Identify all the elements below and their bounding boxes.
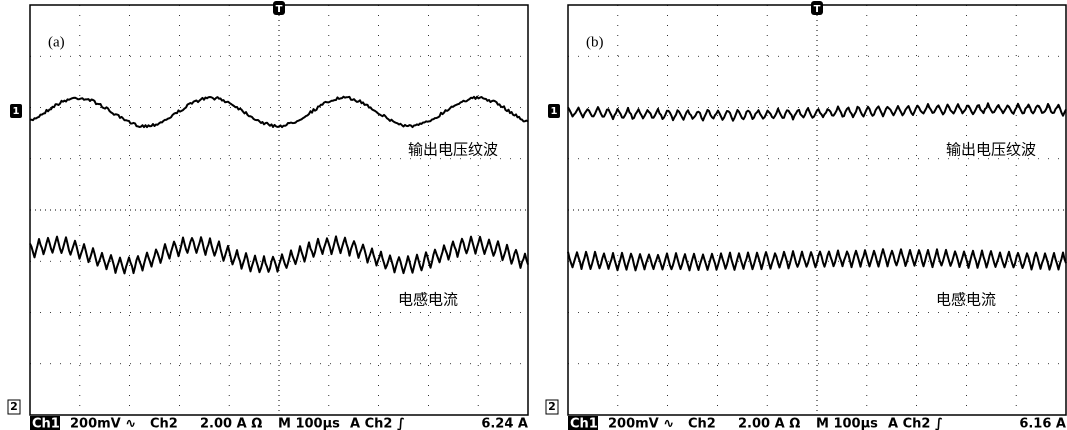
status-field: Ch2 (688, 417, 716, 430)
status-field: A Ch2 ∫ (350, 417, 405, 430)
ch2-marker: 2 (10, 400, 18, 413)
status-field: 6.24 A (481, 417, 528, 430)
ch2-marker: 2 (548, 400, 556, 413)
panel-label: (a) (48, 34, 65, 50)
trigger-marker: T (814, 4, 821, 15)
status-field: Ch1 (570, 417, 598, 430)
status-field: 2.00 A Ω (200, 417, 262, 430)
panel-label: (b) (586, 34, 604, 50)
status-field: Ch1 (32, 417, 60, 430)
status-field: 200mV ∿ (70, 417, 136, 430)
status-field: Ch2 (150, 417, 178, 430)
status-field: 2.00 A Ω (738, 417, 800, 430)
annotation: 输出电压纹波 (408, 141, 498, 159)
annotation: 电感电流 (398, 291, 458, 309)
status-field: 200mV ∿ (608, 417, 674, 430)
ch1-marker: 1 (13, 106, 20, 117)
ch1-marker: 1 (551, 106, 558, 117)
status-field: M 100µs (278, 417, 340, 430)
status-field: A Ch2 ∫ (888, 417, 943, 430)
annotation: 输出电压纹波 (946, 141, 1036, 159)
figure: (a) 输出电压纹波电感电流 T 1 2 Ch1 200mV ∿ Ch2 2.00 A Ω M 1… (0, 0, 1067, 430)
status-field: 6.16 A (1019, 417, 1066, 430)
status-field: M 100µs (816, 417, 878, 430)
annotation: 电感电流 (936, 291, 996, 309)
trigger-marker: T (276, 4, 283, 15)
